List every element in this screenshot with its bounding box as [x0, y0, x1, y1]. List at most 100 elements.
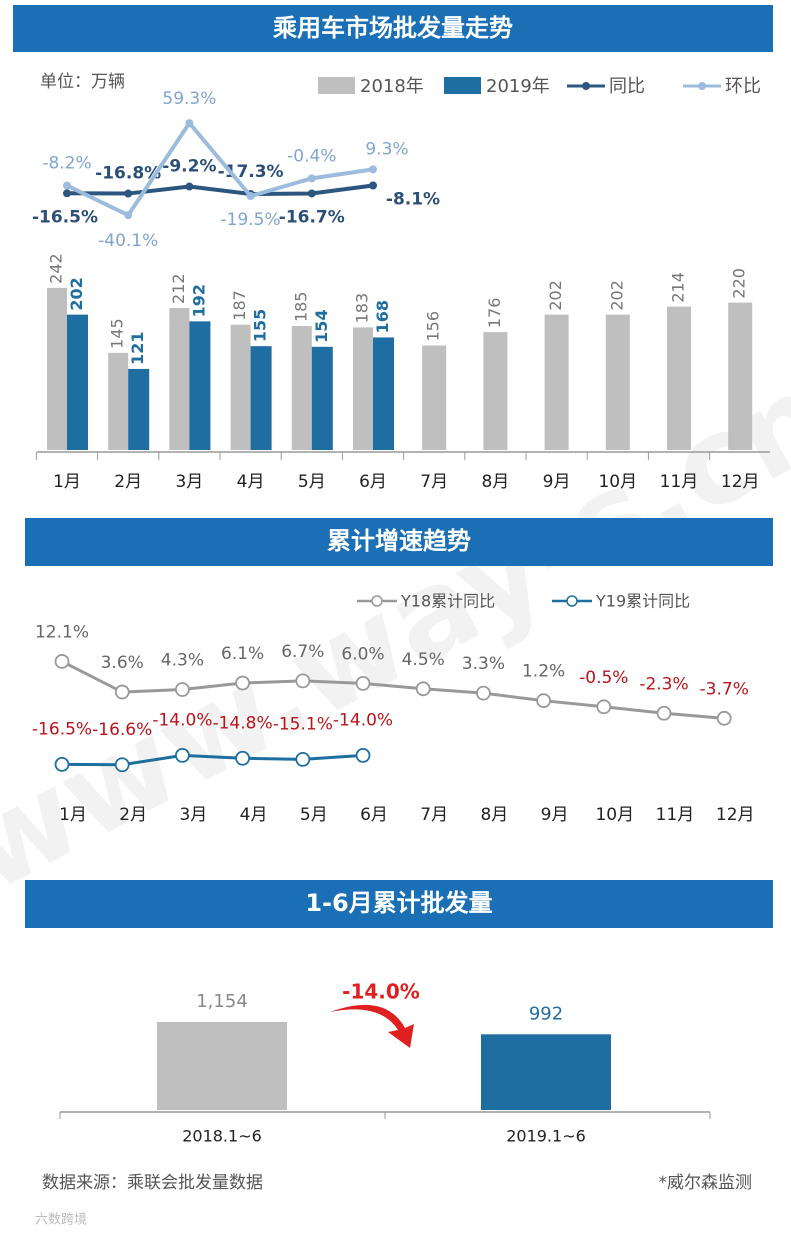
header-band	[25, 880, 773, 928]
line-marker	[355, 748, 371, 763]
legend-marker	[566, 595, 578, 607]
line-value-label: 6.7%	[281, 642, 324, 662]
line-marker	[475, 685, 491, 701]
line-marker	[369, 165, 377, 174]
bar-value-label: 176	[485, 298, 504, 329]
line-value-label: -16.8%	[95, 164, 161, 184]
source-note: 数据来源：乘联会批发量数据	[42, 1173, 263, 1193]
x-tick-label: 2月	[114, 472, 142, 492]
line-value-label: -16.7%	[279, 207, 345, 227]
line-value-label: -17.3%	[218, 162, 284, 182]
line-value-label: -14.0%	[152, 710, 212, 730]
bar-value-label: 155	[251, 309, 270, 342]
line-value-label: -16.5%	[32, 207, 98, 227]
x-tick-label: 3月	[179, 805, 207, 825]
bar	[353, 327, 373, 450]
line-marker	[716, 710, 732, 726]
x-tick-label: 7月	[420, 805, 448, 825]
line-value-label: -14.0%	[333, 710, 393, 730]
line-marker	[63, 181, 71, 190]
line-marker	[235, 750, 251, 766]
line-value-label: -8.1%	[386, 190, 440, 210]
bar-value-label: 185	[291, 292, 310, 323]
line-marker	[295, 751, 311, 767]
line-value-label: -8.2%	[42, 154, 91, 174]
line-value-label: -0.5%	[579, 668, 628, 688]
line-value-label: 3.6%	[101, 653, 144, 673]
bar	[67, 314, 88, 450]
line-value-label: 3.3%	[462, 654, 505, 674]
bar	[291, 326, 312, 450]
line-marker	[307, 174, 316, 183]
x-tick-label: 11月	[660, 472, 699, 492]
chart-title: 乘用车市场批发量走势	[272, 14, 513, 42]
x-tick-label: 6月	[359, 472, 387, 492]
x-tick-label: 1月	[53, 472, 81, 492]
line-marker	[124, 211, 133, 220]
line-value-label: 1.2%	[522, 662, 565, 682]
line-value-label: -16.5%	[32, 719, 92, 739]
x-tick-label: 5月	[300, 805, 328, 825]
line-marker	[124, 189, 133, 198]
legend-swatch	[444, 77, 481, 94]
legend-marker	[698, 82, 706, 90]
bar	[667, 306, 691, 450]
bar	[230, 324, 251, 450]
header-band	[13, 5, 773, 52]
line-marker	[415, 681, 431, 697]
bar	[481, 1034, 611, 1110]
footer-note: *威尔森监测	[659, 1173, 753, 1193]
line-marker	[235, 675, 251, 691]
annotation: -14.0%	[342, 980, 420, 1004]
bar-value-label: 187	[230, 290, 249, 321]
line-value-label: 59.3%	[162, 89, 216, 109]
line-value-label: -14.8%	[213, 713, 273, 733]
bar-value-label: 992	[529, 1003, 563, 1024]
x-tick-label: 4月	[240, 805, 268, 825]
x-tick-label: 8月	[480, 805, 508, 825]
bar	[483, 332, 508, 450]
x-tick-label: 10月	[595, 805, 634, 825]
line-marker	[369, 181, 377, 190]
line-marker	[596, 699, 612, 715]
legend-label: 同比	[609, 76, 645, 97]
x-tick-label: 11月	[656, 805, 695, 825]
x-tick-label: 3月	[175, 472, 203, 492]
line-value-label: 4.3%	[161, 651, 204, 671]
x-tick-label: 2月	[119, 805, 147, 825]
x-tick-label: 7月	[420, 472, 448, 492]
x-tick-label: 12月	[716, 805, 755, 825]
line-marker	[54, 757, 70, 772]
chart-title: 累计增速趋势	[327, 527, 471, 555]
line-marker	[54, 654, 70, 669]
bar-value-label: 202	[546, 280, 565, 311]
bar-value-label: 156	[424, 311, 443, 342]
line-value-label: 4.5%	[402, 650, 445, 670]
bar-value-label: 1,154	[196, 991, 248, 1012]
bar	[128, 368, 150, 450]
bar	[169, 307, 190, 450]
line-value-label: -0.4%	[287, 146, 336, 166]
line-value-label: -40.1%	[98, 231, 158, 251]
line-value-label: 6.1%	[221, 644, 264, 664]
x-tick-label: 4月	[237, 472, 265, 492]
line-marker	[536, 693, 551, 709]
bar-value-label: 242	[47, 253, 66, 284]
bar	[544, 314, 569, 450]
legend-swatch	[318, 77, 355, 94]
bar-value-label: 212	[169, 273, 188, 304]
line	[61, 753, 364, 767]
bar	[311, 346, 333, 450]
line-value-label: -16.6%	[92, 720, 152, 740]
legend-marker	[371, 595, 383, 607]
x-tick-label: 12月	[721, 472, 760, 492]
legend-label: 2019年	[486, 76, 550, 97]
line-marker	[656, 705, 672, 721]
line-marker	[174, 748, 190, 763]
line-value-label: -3.7%	[700, 679, 749, 699]
bar-value-label: 145	[108, 318, 127, 349]
x-tick-label: 2018.1~6	[182, 1127, 262, 1146]
line-value-label: -9.2%	[162, 157, 216, 177]
bar-value-label: 168	[373, 300, 392, 333]
